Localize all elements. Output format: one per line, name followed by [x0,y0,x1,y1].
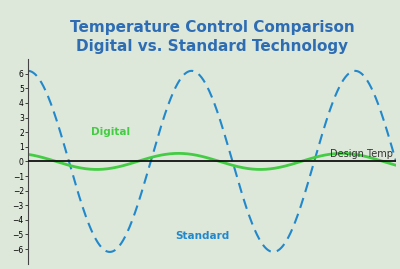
Text: Digital: Digital [90,127,130,137]
Text: Design Temp: Design Temp [330,149,393,159]
Title: Temperature Control Comparison
Digital vs. Standard Technology: Temperature Control Comparison Digital v… [70,20,354,54]
Text: Standard: Standard [175,231,230,241]
